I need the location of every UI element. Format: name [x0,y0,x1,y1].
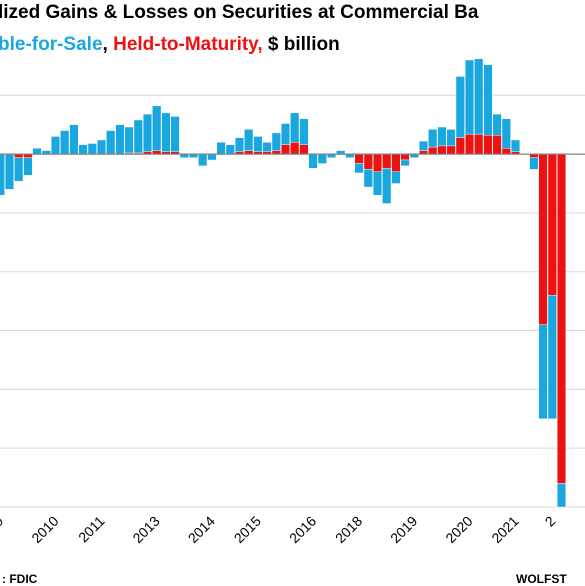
bar-afs [354,163,364,174]
legend-afs: ble-for-Sale [0,34,103,55]
bar-htm [363,153,373,170]
brand-label: WOLFST [516,572,567,586]
bar-afs [419,140,429,151]
bar-afs [216,142,226,155]
bar-htm [437,145,447,155]
x-tick-label: 2015 [231,513,264,546]
bar-htm [474,133,484,155]
bar-afs [14,157,24,182]
bar-afs [557,483,567,508]
legend-separator: , [102,34,114,55]
bar-afs [538,324,548,419]
bar-htm [501,148,511,155]
bar-afs [23,157,33,176]
source-note: : FDIC [2,572,38,586]
bar-htm [290,142,300,155]
bar-afs [198,153,208,167]
bar-afs [244,129,254,151]
x-tick-label: 2014 [185,513,218,546]
bar-afs [511,139,521,152]
bar-afs [115,124,125,155]
bar-afs [492,113,502,136]
bar-afs [207,153,217,161]
bar-afs [547,295,557,419]
bar-afs [170,116,180,152]
chart-title: lized Gains & Losses on Securities at Co… [0,2,479,23]
bar-htm [538,153,548,325]
bar-afs [51,136,61,155]
bar-afs [225,144,235,155]
bar-htm [446,145,456,155]
bar-htm [557,153,567,484]
bar-afs [234,137,244,152]
bar-afs [87,143,97,155]
x-tick-label: 2 [542,513,559,530]
bar-afs [69,124,79,155]
bar-afs [253,136,263,152]
bar-afs [96,139,106,155]
bar-afs [446,129,456,147]
bar-afs [161,112,171,152]
bar-afs [400,159,410,167]
bar-afs [152,105,162,151]
x-tick-label: 2020 [442,513,475,546]
chart-subtitle: ble-for-Sale, Held-to-Maturity, $ billio… [0,34,340,56]
legend-htm: Held-to-Maturity, [113,34,263,55]
bar-htm [354,153,364,164]
bar-htm [483,135,493,155]
bar-afs [474,58,484,135]
bar-htm [428,146,438,155]
bar-htm [465,133,475,155]
bar-htm [281,144,291,155]
bar-afs [363,169,373,188]
bar-htm [455,137,465,155]
bar-afs [281,123,291,145]
bar-afs [78,144,88,155]
bar-htm [492,135,502,155]
bar-afs [455,76,465,138]
bar-afs [308,153,318,169]
bar-afs [501,118,511,149]
x-tick-label: 2011 [75,513,108,546]
bar-afs [262,142,272,152]
bar-afs [271,132,281,151]
bar-afs [437,126,447,147]
bar-afs [428,129,438,148]
bar-htm [400,153,410,161]
bar-afs [290,112,300,143]
x-tick-label: 2016 [286,513,319,546]
bar-afs [529,157,539,170]
bar-afs [0,153,5,196]
bar-htm [547,153,557,296]
x-tick-label: 2018 [332,513,365,546]
bar-afs [133,119,143,154]
bar-afs [106,130,116,155]
x-tick-label: 2019 [387,513,420,546]
bar-afs [373,171,383,196]
bar-htm [391,153,401,172]
bar-afs [299,118,309,145]
bar-afs [382,168,392,204]
x-tick-label: 2010 [28,513,61,546]
bar-afs [317,153,327,164]
x-tick-label: 2009 [0,513,7,546]
bar-afs [465,59,475,135]
x-tick-label: 2013 [129,513,162,546]
bar-afs [124,126,134,154]
legend-unit: $ billion [262,34,340,55]
bar-afs [4,153,15,190]
bar-htm [382,153,392,169]
bar-afs [60,130,70,155]
bar-afs [32,148,42,155]
bar-afs [391,171,401,184]
bar-htm [373,153,383,172]
x-tick-label: 2021 [488,513,521,546]
bar-afs [142,113,152,152]
bar-htm [299,144,309,155]
bar-afs [483,64,493,136]
